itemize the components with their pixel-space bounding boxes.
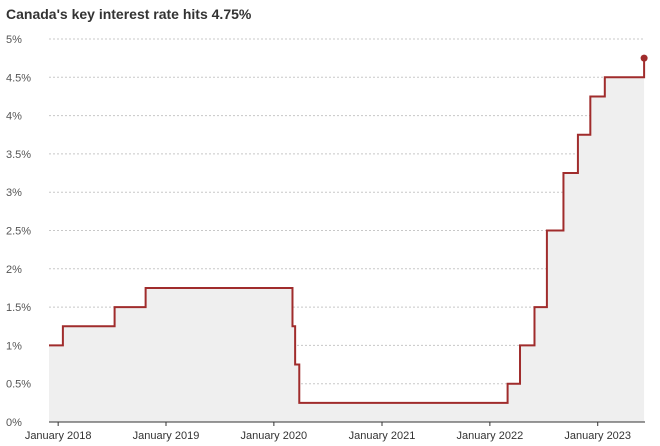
x-tick-label: January 2020 [241, 430, 308, 442]
chart-title: Canada's key interest rate hits 4.75% [6, 6, 252, 22]
latest-rate-marker [640, 54, 648, 62]
y-tick-label: 1.5% [6, 302, 31, 314]
x-axis-ticks: January 2018 January 2019 January 2020 Janu… [25, 422, 631, 442]
y-axis-ticks: 0% 0.5% 1% 1.5% 2% 2.5% 3% 3.5% 4% 4.5% 5% [6, 34, 31, 429]
y-tick-label: 3% [6, 187, 22, 199]
y-tick-label: 3.5% [6, 149, 31, 161]
x-tick-label: January 2022 [457, 430, 524, 442]
x-tick-label: January 2023 [564, 430, 631, 442]
rate-area-fill [49, 58, 645, 423]
y-tick-label: 1% [6, 340, 22, 352]
y-tick-label: 5% [6, 34, 22, 46]
y-tick-label: 2.5% [6, 226, 31, 238]
rate-step-line [49, 58, 646, 404]
y-tick-label: 4.5% [6, 72, 31, 84]
y-tick-label: 0% [6, 417, 22, 429]
x-tick-label: January 2019 [133, 430, 200, 442]
y-tick-label: 4% [6, 111, 22, 123]
y-tick-label: 0.5% [6, 379, 31, 391]
x-tick-label: January 2018 [25, 430, 92, 442]
y-tick-label: 2% [6, 264, 22, 276]
x-tick-label: January 2021 [349, 430, 416, 442]
